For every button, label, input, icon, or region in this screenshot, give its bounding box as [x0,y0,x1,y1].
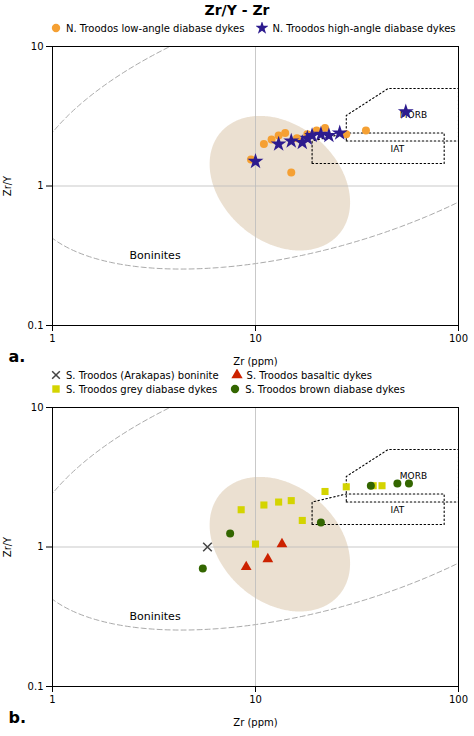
html-text:N. Troodos low-angle diabase d: N. Troodos low-angle diabase dykes [66,22,245,34]
svg-text:Zr/Y: Zr/Y [2,175,13,196]
svg-text:1: 1 [37,180,43,191]
html-text:Zr/Y - Zr: Zr/Y - Zr [204,2,270,18]
svg-text:b.: b. [9,708,27,727]
svg-text:Boninites: Boninites [129,610,180,623]
svg-text:10: 10 [31,41,44,52]
svg-text:10: 10 [249,694,262,705]
svg-text:100: 100 [449,694,468,705]
svg-text:a.: a. [9,347,26,366]
svg-text:IAT: IAT [391,505,405,515]
svg-text:10: 10 [31,402,44,413]
svg-text:MORB: MORB [400,471,427,481]
svg-text:100: 100 [449,333,468,344]
html-text:N. Troodos high-angle diabase: N. Troodos high-angle diabase dykes [272,22,456,34]
svg-text:MORB: MORB [399,110,428,121]
svg-text:1: 1 [49,333,55,344]
svg-text:0.1: 0.1 [28,681,44,692]
svg-text:Zr (ppm): Zr (ppm) [233,717,277,728]
svg-text:1: 1 [49,694,55,705]
svg-text:Zr (ppm): Zr (ppm) [233,356,277,367]
html-text:S. Troodos grey diabase dykes: S. Troodos grey diabase dykes [66,383,218,395]
html-text:S. Troodos (Arakapas) boninite: S. Troodos (Arakapas) boninite [66,369,219,381]
svg-text:1: 1 [37,541,43,552]
html-text:S. Troodos brown diabase dykes: S. Troodos brown diabase dykes [245,383,405,395]
svg-text:10: 10 [249,333,262,344]
svg-text:0.1: 0.1 [28,320,44,331]
svg-text:Boninites: Boninites [129,249,180,262]
html-text:S. Troodos basaltic dykes: S. Troodos basaltic dykes [246,369,372,381]
svg-text:Zr/Y: Zr/Y [2,536,13,557]
svg-text:IAT: IAT [391,144,405,154]
